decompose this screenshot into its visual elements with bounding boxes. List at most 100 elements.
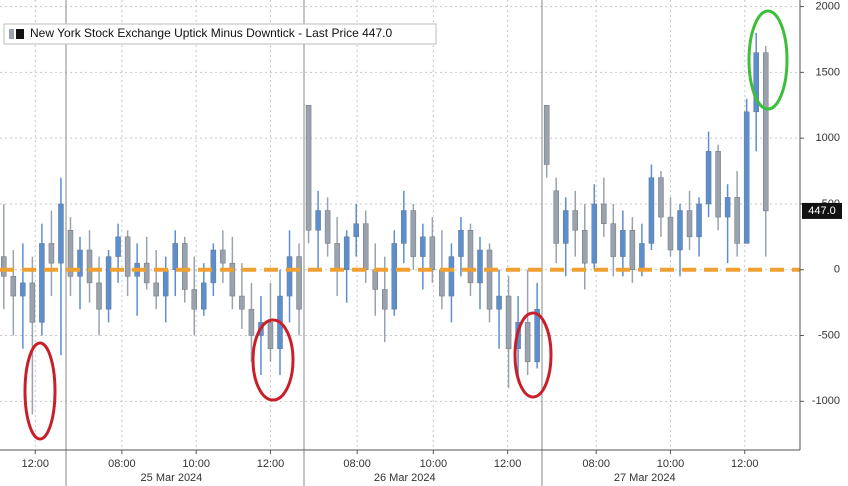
candle-body — [505, 295, 512, 349]
candle-body — [48, 243, 55, 264]
candle-body — [724, 197, 731, 218]
highlight-circle — [747, 9, 789, 111]
highlight-circle — [23, 341, 57, 441]
legend-swatch — [9, 29, 14, 39]
candle-body — [124, 236, 131, 277]
x-tick-label: 08:00 — [343, 458, 371, 470]
x-tick-label: 12:00 — [21, 458, 49, 470]
candle-body — [191, 289, 198, 310]
y-tick-label: 2000 — [816, 0, 840, 12]
x-tick-label: 12:00 — [731, 458, 759, 470]
legend: New York Stock Exchange Uptick Minus Dow… — [3, 23, 437, 45]
candle-body — [410, 210, 417, 257]
candle-body — [401, 210, 407, 244]
candle-body — [620, 230, 626, 257]
y-tick-label: -500 — [818, 329, 840, 341]
candle-body — [467, 230, 474, 284]
candle-body — [762, 52, 769, 212]
candle-body — [639, 243, 645, 270]
candle-body — [667, 216, 674, 251]
candle-body — [391, 243, 398, 310]
candle-body — [439, 269, 445, 297]
candle-body — [591, 203, 598, 264]
candle-body — [715, 151, 721, 218]
candle-body — [486, 249, 493, 310]
candle-body — [10, 276, 17, 297]
plot — [0, 32, 800, 415]
candle-body — [372, 269, 378, 290]
candle-body — [677, 210, 683, 251]
date-label: 25 Mar 2024 — [141, 472, 203, 484]
axes: 2000150010005000-500-100012:0008:0010:00… — [21, 0, 842, 484]
candle-body — [162, 269, 169, 297]
candle-body — [696, 203, 702, 238]
candle-body — [420, 236, 426, 257]
x-tick-label: 12:00 — [494, 458, 522, 470]
candle-body — [305, 105, 312, 231]
candle-body — [182, 243, 188, 290]
candle-body — [220, 249, 226, 264]
candle-body — [96, 282, 102, 310]
candle-body — [86, 249, 93, 284]
candle-body — [334, 243, 340, 270]
candle-body — [248, 308, 255, 336]
candle-body — [658, 177, 664, 218]
x-tick-label: 08:00 — [108, 458, 136, 470]
candle-body — [77, 249, 83, 277]
candle-body — [686, 210, 693, 238]
candle-body — [458, 230, 464, 257]
candle-body — [705, 151, 712, 205]
candle-body — [553, 190, 559, 244]
legend-swatch — [16, 29, 24, 39]
candle-body — [353, 223, 359, 238]
candle-body — [753, 52, 759, 113]
candle-body — [343, 236, 350, 270]
candle-body — [362, 223, 369, 270]
candle-body — [524, 322, 531, 363]
highlight-circle — [251, 318, 295, 402]
y-tick-label: -1000 — [812, 395, 840, 407]
candle-body — [734, 197, 740, 244]
date-label: 27 Mar 2024 — [614, 472, 676, 484]
candle-body — [534, 308, 540, 363]
x-tick-label: 12:00 — [257, 458, 285, 470]
x-tick-label: 10:00 — [657, 458, 685, 470]
candle-body — [143, 262, 150, 284]
y-tick-label: 1000 — [816, 132, 840, 144]
x-tick-label: 08:00 — [582, 458, 610, 470]
candle-body — [382, 289, 388, 310]
legend-label: New York Stock Exchange Uptick Minus Dow… — [30, 26, 392, 40]
candle-body — [324, 210, 331, 244]
y-tick-label: 0 — [834, 264, 840, 276]
candle-body — [115, 236, 121, 257]
candle-body — [67, 230, 74, 277]
x-tick-label: 10:00 — [182, 458, 210, 470]
candle-body — [496, 295, 502, 310]
candle-body — [201, 282, 207, 310]
candle-body — [648, 177, 655, 244]
candle-body — [601, 203, 607, 224]
candle-body — [58, 203, 64, 264]
candle-body — [743, 111, 750, 244]
candle-body — [629, 230, 636, 270]
candle-body — [543, 105, 550, 165]
candle-body — [39, 243, 45, 323]
candle-body — [267, 322, 274, 349]
x-tick-label: 10:00 — [420, 458, 448, 470]
candle-body — [477, 249, 483, 284]
candle-body — [429, 236, 436, 270]
legend-box — [3, 23, 437, 45]
candle-body — [572, 210, 578, 231]
candle-body — [210, 249, 217, 284]
candle-body — [153, 282, 159, 297]
candle-body — [562, 210, 569, 244]
candle-body — [172, 243, 178, 270]
last-price-tag — [802, 202, 842, 219]
candle-body — [315, 210, 321, 231]
candle-body — [610, 223, 617, 257]
candle-body — [286, 256, 293, 297]
candle-body — [296, 256, 302, 310]
grid — [0, 0, 800, 450]
candle-body — [20, 282, 26, 297]
